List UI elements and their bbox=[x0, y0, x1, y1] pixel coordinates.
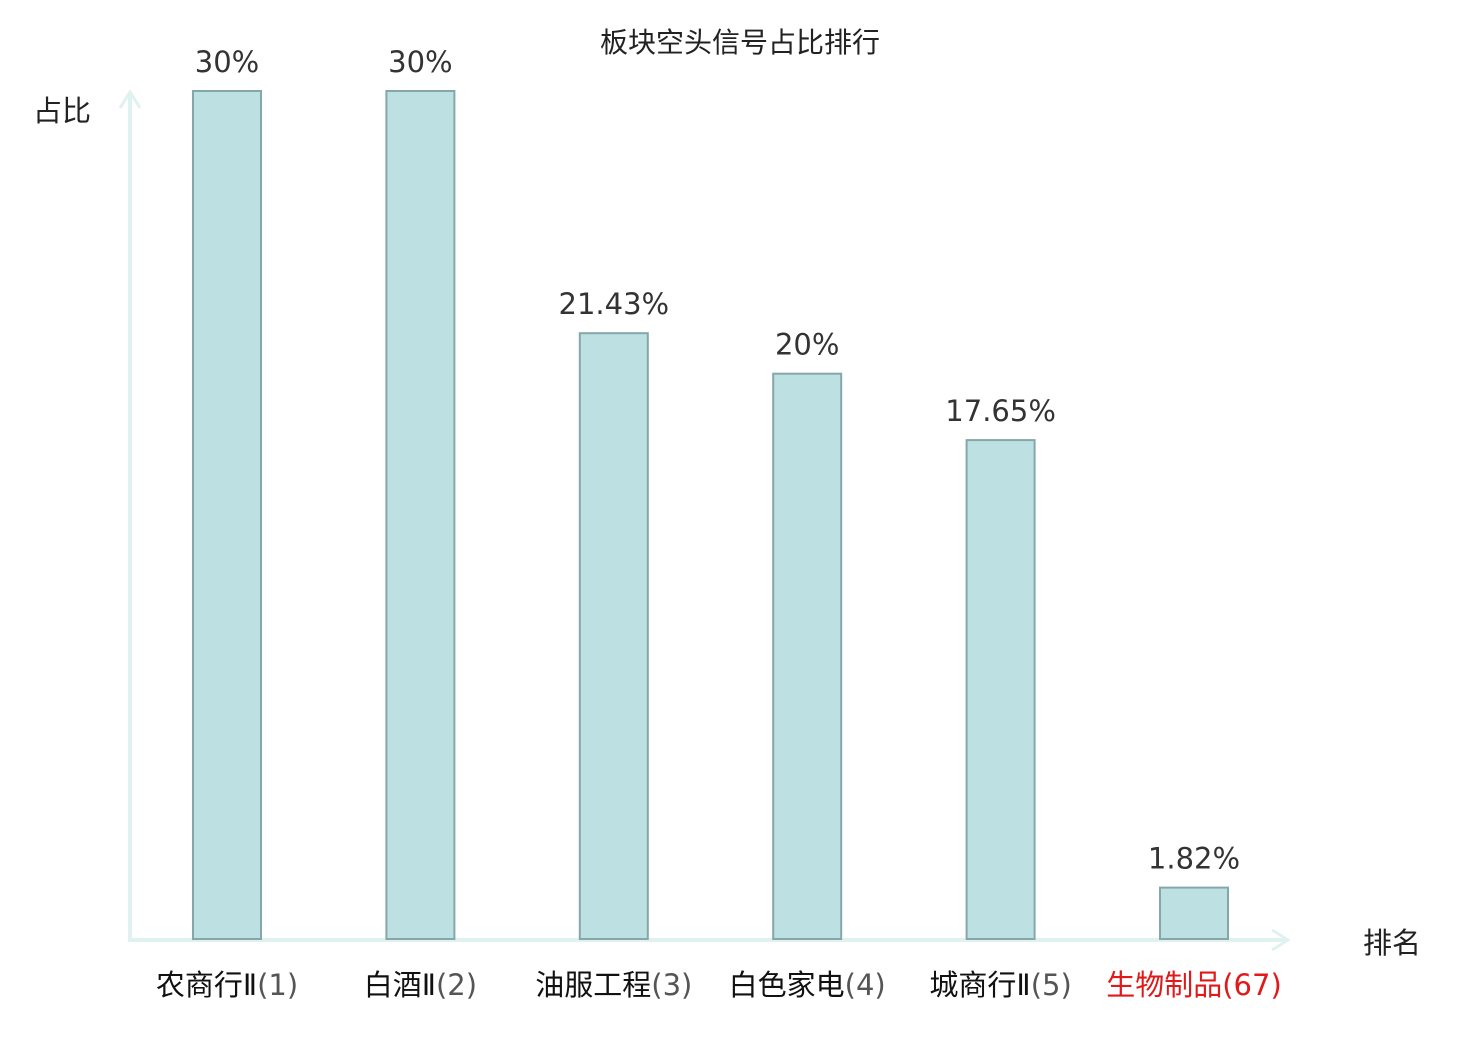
category-rank: (2) bbox=[436, 968, 477, 1002]
value-labels-group: 30% 30% 21.43% 20% 17.65% 1.82% bbox=[195, 45, 1240, 876]
bar-1 bbox=[192, 90, 262, 940]
y-axis-label: 占比 bbox=[33, 94, 91, 128]
category-rank: (5) bbox=[1031, 968, 1072, 1002]
x-axis bbox=[128, 928, 1291, 952]
bar-2 bbox=[385, 90, 456, 940]
bar-5 bbox=[965, 439, 1036, 940]
category-name: 城商行Ⅱ bbox=[929, 968, 1030, 1002]
category-name: 白酒Ⅱ bbox=[364, 968, 436, 1002]
category-rank: (3) bbox=[651, 968, 692, 1002]
bar-value-label: 21.43% bbox=[559, 287, 670, 321]
category-label: 白酒Ⅱ(2) bbox=[364, 968, 477, 1002]
category-label: 油服工程(3) bbox=[535, 968, 692, 1002]
category-labels-group: 农商行Ⅱ(1) 白酒Ⅱ(2) 油服工程(3) 白色家电(4) 城商行Ⅱ(5) 生物制品(6… bbox=[156, 968, 1282, 1002]
bar-value-label: 30% bbox=[195, 45, 259, 79]
category-name: 白色家电 bbox=[729, 968, 845, 1002]
chart-title: 板块空头信号占比排行 bbox=[600, 26, 880, 59]
bars-group bbox=[192, 90, 1229, 940]
category-label: 农商行Ⅱ(1) bbox=[156, 968, 298, 1002]
category-rank: (4) bbox=[845, 968, 886, 1002]
bar-value-label: 1.82% bbox=[1148, 842, 1240, 876]
category-label: 城商行Ⅱ(5) bbox=[929, 968, 1071, 1002]
bar-3 bbox=[578, 332, 649, 940]
category-label: 白色家电(4) bbox=[729, 968, 886, 1002]
bar-value-label: 30% bbox=[388, 45, 452, 79]
category-name: 油服工程 bbox=[535, 968, 651, 1002]
y-axis bbox=[118, 89, 142, 942]
bar-value-label: 20% bbox=[775, 328, 839, 362]
x-axis-label: 排名 bbox=[1363, 926, 1421, 960]
bar-value-label: 17.65% bbox=[945, 394, 1056, 428]
bar-6 bbox=[1159, 886, 1229, 940]
category-name: 生物制品 bbox=[1106, 968, 1222, 1002]
bar-4 bbox=[772, 372, 843, 940]
category-name: 农商行Ⅱ bbox=[156, 968, 257, 1002]
category-label: 生物制品(67) bbox=[1106, 968, 1282, 1002]
category-rank: (67) bbox=[1222, 968, 1282, 1002]
category-rank: (1) bbox=[257, 968, 298, 1002]
